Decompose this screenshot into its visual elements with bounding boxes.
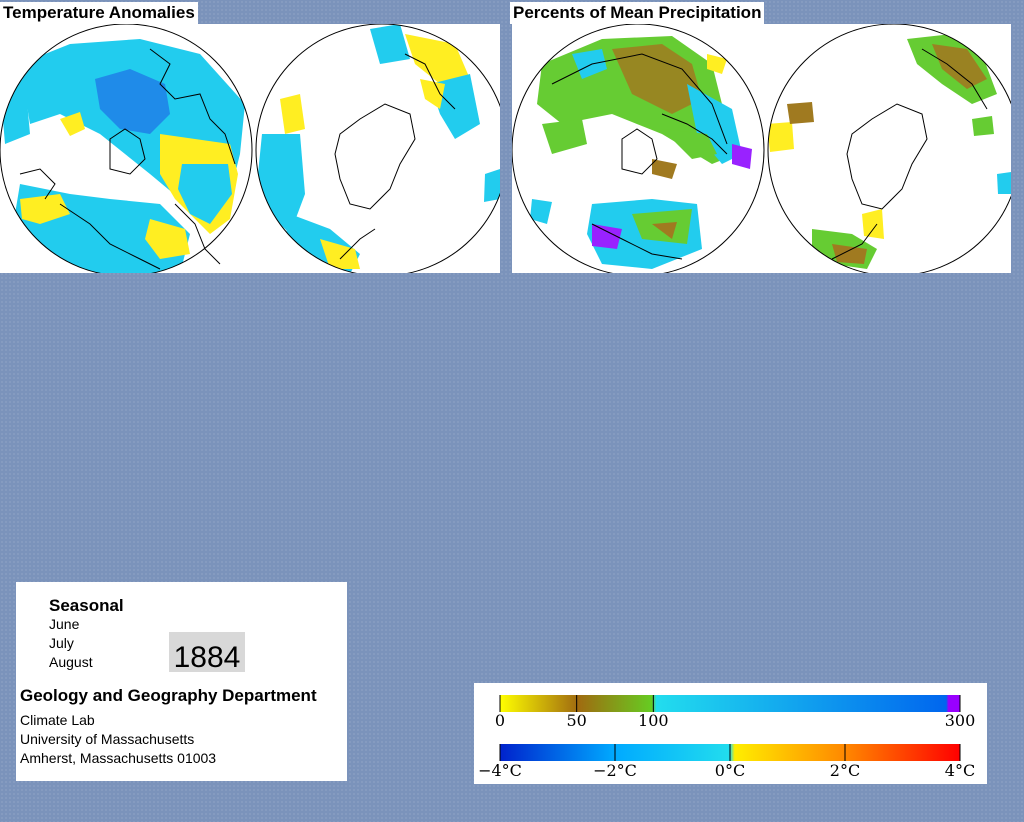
legend-color-bars bbox=[499, 695, 961, 761]
legend-box: 0 50 100 300 −4°C −2°C 0°C 2°C 4°C bbox=[474, 683, 987, 784]
month-label: August bbox=[49, 654, 93, 670]
precipitation-map bbox=[512, 24, 1011, 273]
address-line: University of Massachusetts bbox=[20, 731, 195, 747]
temperature-panel-title: Temperature Anomalies bbox=[0, 2, 198, 24]
precipitation-color-bar bbox=[500, 695, 960, 712]
temperature-legend-label: −2°C bbox=[593, 761, 637, 780]
temperature-legend-label: −4°C bbox=[478, 761, 522, 780]
month-label: July bbox=[49, 635, 74, 651]
temperature-hemisphere-maps bbox=[0, 24, 500, 273]
department-name: Geology and Geography Department bbox=[20, 686, 317, 705]
address-line: Amherst, Massachusetts 01003 bbox=[20, 750, 217, 766]
info-box: Seasonal June July August 1884 Geology a… bbox=[16, 582, 347, 781]
antarctica-outline bbox=[334, 53, 456, 260]
precipitation-panel-title: Percents of Mean Precipitation bbox=[510, 2, 765, 24]
northern-hemisphere-precipitation bbox=[530, 36, 752, 269]
southern-hemisphere-temperature bbox=[258, 24, 500, 273]
coastline-outlines bbox=[551, 53, 728, 260]
period-label: Seasonal bbox=[49, 596, 124, 615]
temperature-anomaly-map bbox=[0, 24, 500, 273]
address-line: Climate Lab bbox=[20, 712, 95, 728]
antarctica-outline bbox=[831, 48, 988, 260]
precipitation-legend-label: 300 bbox=[944, 711, 976, 730]
southern-hemisphere-precipitation bbox=[768, 34, 1011, 269]
temperature-legend-label: 0°C bbox=[714, 761, 746, 780]
precipitation-hemisphere-maps bbox=[512, 24, 1011, 273]
precipitation-legend-label: 0 bbox=[494, 711, 506, 730]
month-label: June bbox=[49, 616, 80, 632]
precipitation-legend-label: 50 bbox=[566, 711, 587, 730]
temperature-legend-label: 4°C bbox=[944, 761, 976, 780]
temperature-legend-label: 2°C bbox=[829, 761, 861, 780]
northern-hemisphere-temperature bbox=[0, 39, 245, 273]
year-badge: 1884 bbox=[169, 632, 245, 674]
precipitation-legend-label: 100 bbox=[638, 711, 669, 730]
coastline-outlines bbox=[19, 48, 236, 270]
